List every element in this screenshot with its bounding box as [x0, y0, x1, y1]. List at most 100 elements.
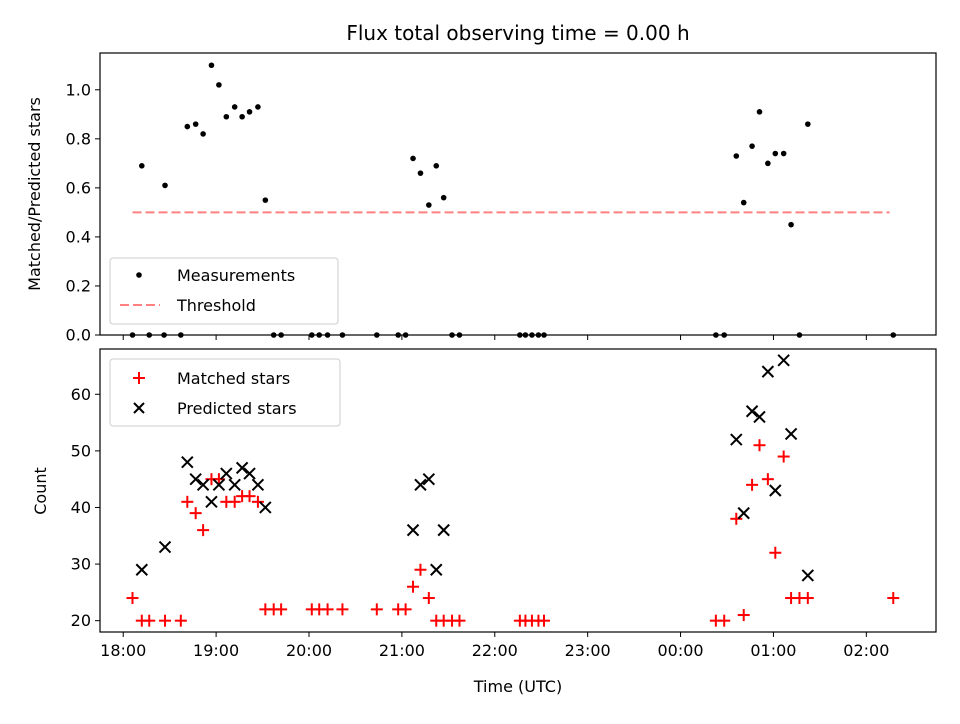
predicted-star-point	[430, 563, 443, 576]
measurement-point	[440, 194, 447, 201]
y-tick-label: 50	[71, 441, 91, 460]
matched-star-point	[769, 546, 782, 559]
matched-star-point	[730, 512, 743, 525]
bottom-plot-area	[126, 354, 900, 627]
measurement-point	[433, 163, 440, 169]
matched-star-point	[422, 592, 435, 605]
matched-star-point	[321, 603, 334, 616]
predicted-star-point	[737, 506, 750, 520]
y-tick-label: 40	[71, 498, 91, 517]
predicted-star-point	[158, 540, 172, 554]
legend-threshold-label: Threshold	[176, 296, 256, 315]
measurement-point	[410, 155, 416, 162]
top-axis-ticks: 0.0 0.2 0.4 0.6 0.8 1.0	[66, 80, 867, 345]
top-panel: Flux total observing time = 0.00 h Match…	[25, 21, 937, 345]
matched-star-point	[336, 603, 349, 616]
y-tick-label: 0.8	[66, 129, 91, 148]
measurement-point	[756, 109, 763, 115]
measurement-point	[780, 150, 787, 157]
predicted-star-point	[212, 478, 226, 492]
bottom-legend-box	[109, 358, 341, 427]
predicted-star-point	[220, 467, 233, 480]
bottom-legend: Matched stars Predicted stars	[109, 358, 341, 427]
matched-star-point	[407, 580, 420, 593]
predicted-star-point	[761, 365, 775, 378]
y-tick-label: 0.6	[66, 178, 91, 197]
x-tick-label: 00:00	[658, 641, 704, 660]
predicted-star-point	[769, 484, 782, 497]
x-tick-label: 21:00	[379, 641, 425, 660]
measurement-point	[231, 104, 238, 110]
predicted-star-point	[414, 478, 427, 492]
predicted-star-point	[196, 478, 210, 492]
matched-star-point	[174, 614, 187, 627]
bottom-axes-frame	[99, 348, 937, 633]
predicted-star-point	[228, 478, 241, 492]
y-tick-label: 1.0	[66, 80, 91, 99]
legend-predicted-label: Predicted stars	[177, 399, 297, 418]
bottom-panel: Count Time (UTC) 20 30 40 50 60 18:00 19:00 20:…	[31, 348, 937, 696]
predicted-star-point	[753, 410, 766, 424]
top-axes-frame	[99, 52, 937, 336]
top-y-axis-label: Matched/Predicted stars	[25, 97, 44, 291]
predicted-star-point	[745, 405, 759, 418]
matched-star-point	[251, 495, 264, 508]
matched-star-point	[181, 495, 194, 508]
predicted-star-point	[135, 563, 149, 576]
matched-star-point	[718, 614, 731, 627]
measurement-point	[216, 82, 222, 88]
legend-matched-marker	[133, 372, 145, 384]
measurement-point	[740, 199, 747, 206]
measurement-point	[262, 197, 269, 203]
predicted-star-point	[181, 455, 194, 469]
matched-star-point	[753, 439, 766, 452]
predicted-star-point	[205, 495, 218, 509]
matched-star-point	[228, 495, 241, 508]
matched-star-point	[197, 524, 210, 537]
measurement-point	[772, 150, 779, 157]
matched-star-point	[399, 603, 412, 616]
bottom-y-axis-label: Count	[31, 467, 50, 515]
predicted-star-point	[801, 569, 815, 582]
matched-star-point	[453, 614, 466, 627]
measurement-point	[239, 113, 245, 120]
x-tick-label: 23:00	[565, 641, 611, 660]
legend-matched-label: Matched stars	[177, 369, 290, 388]
legend-predicted-marker	[133, 402, 145, 414]
x-tick-label: 02:00	[843, 641, 889, 660]
matched-star-point	[538, 614, 551, 627]
matched-star-point	[737, 609, 750, 622]
top-legend-box	[109, 257, 339, 325]
y-tick-label: 0.2	[66, 276, 91, 295]
measurement-point	[139, 163, 145, 169]
x-tick-label: 19:00	[193, 641, 239, 660]
x-tick-label: 01:00	[750, 641, 796, 660]
y-tick-label: 0.0	[66, 326, 91, 345]
matched-star-point	[212, 473, 225, 486]
measurement-point	[733, 153, 740, 159]
predicted-star-point	[243, 467, 256, 480]
measurement-point	[426, 202, 432, 208]
matched-star-point	[777, 450, 790, 463]
x-tick-label: 20:00	[286, 641, 332, 660]
measurement-point	[192, 121, 199, 127]
matched-star-point	[189, 507, 202, 520]
matched-star-point	[761, 473, 774, 486]
predicted-star-point	[235, 461, 249, 475]
y-tick-label: 0.4	[66, 227, 91, 246]
predicted-star-point	[777, 354, 790, 367]
y-tick-label: 60	[71, 385, 91, 404]
measurement-point	[788, 221, 794, 228]
bottom-axis-ticks: 20 30 40 50 60 18:00 19:00 20:00 21:00 22:00 23:00…	[71, 385, 890, 660]
matched-star-point	[746, 478, 759, 491]
measurement-point	[208, 62, 215, 69]
x-tick-label: 22:00	[472, 641, 518, 660]
x-tick-label: 18:00	[100, 641, 146, 660]
measurement-point	[246, 109, 253, 115]
matched-star-point	[159, 614, 172, 627]
matched-star-point	[370, 603, 383, 616]
x-axis-label: Time (UTC)	[473, 677, 562, 696]
predicted-star-point	[251, 478, 265, 492]
